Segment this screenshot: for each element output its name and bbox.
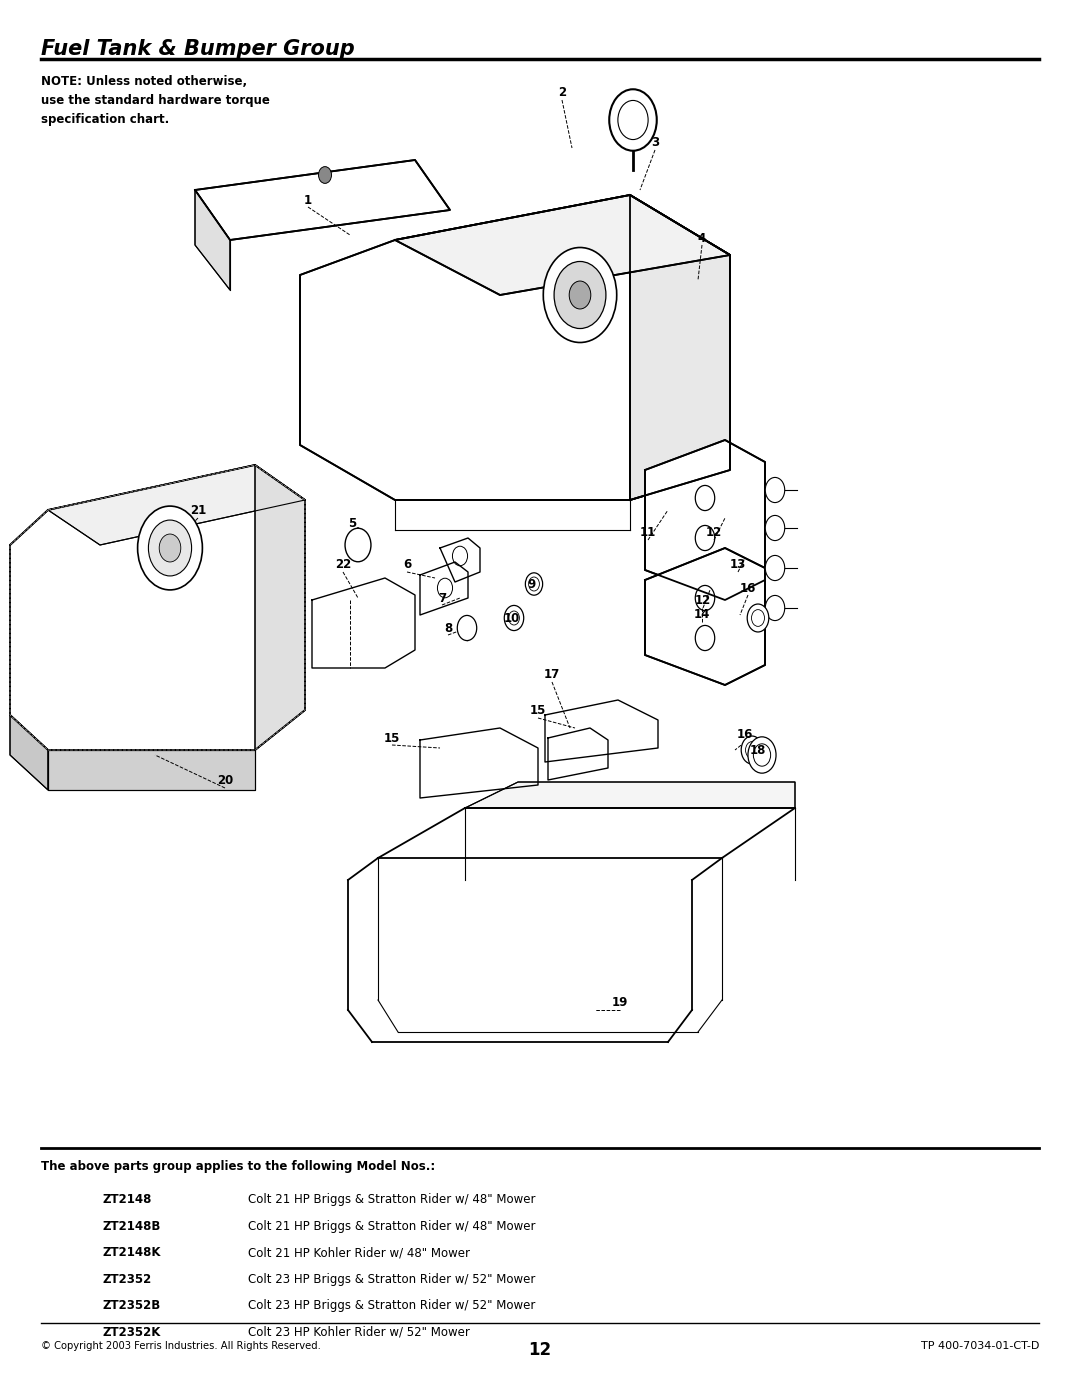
Text: Colt 23 HP Briggs & Stratton Rider w/ 52" Mower: Colt 23 HP Briggs & Stratton Rider w/ 52… xyxy=(248,1299,536,1312)
Circle shape xyxy=(554,261,606,328)
Text: 12: 12 xyxy=(528,1341,552,1359)
Polygon shape xyxy=(465,782,795,807)
Text: 10: 10 xyxy=(504,612,521,624)
Text: 2: 2 xyxy=(558,87,566,99)
Text: 18: 18 xyxy=(750,745,766,757)
Text: 6: 6 xyxy=(403,559,411,571)
Polygon shape xyxy=(645,440,765,599)
Text: 4: 4 xyxy=(698,232,706,244)
Text: 13: 13 xyxy=(730,559,746,571)
Circle shape xyxy=(319,166,332,183)
Circle shape xyxy=(137,506,202,590)
Text: The above parts group applies to the following Model Nos.:: The above parts group applies to the fol… xyxy=(41,1160,435,1172)
Circle shape xyxy=(748,736,777,773)
Circle shape xyxy=(747,604,769,631)
Text: 22: 22 xyxy=(335,559,351,571)
Polygon shape xyxy=(48,750,255,789)
Circle shape xyxy=(345,528,370,562)
Text: 19: 19 xyxy=(611,996,629,1010)
Text: 20: 20 xyxy=(217,774,233,788)
Text: 17: 17 xyxy=(544,669,561,682)
Circle shape xyxy=(525,573,542,595)
Text: ZT2352B: ZT2352B xyxy=(103,1299,161,1312)
Text: 15: 15 xyxy=(530,704,546,718)
Text: TP 400-7034-01-CT-D: TP 400-7034-01-CT-D xyxy=(920,1341,1039,1351)
Text: 8: 8 xyxy=(444,622,453,634)
Text: Colt 23 HP Kohler Rider w/ 52" Mower: Colt 23 HP Kohler Rider w/ 52" Mower xyxy=(248,1326,470,1338)
Polygon shape xyxy=(10,465,305,750)
Text: ZT2148: ZT2148 xyxy=(103,1193,152,1206)
Text: Colt 23 HP Briggs & Stratton Rider w/ 52" Mower: Colt 23 HP Briggs & Stratton Rider w/ 52… xyxy=(248,1273,536,1285)
Text: 11: 11 xyxy=(639,527,657,539)
Polygon shape xyxy=(300,196,730,500)
Text: Fuel Tank & Bumper Group: Fuel Tank & Bumper Group xyxy=(41,39,355,59)
Text: Colt 21 HP Kohler Rider w/ 48" Mower: Colt 21 HP Kohler Rider w/ 48" Mower xyxy=(248,1246,471,1259)
Text: ZT2148K: ZT2148K xyxy=(103,1246,161,1259)
Polygon shape xyxy=(10,715,48,789)
Polygon shape xyxy=(645,548,765,685)
Polygon shape xyxy=(195,161,450,240)
Text: NOTE: Unless noted otherwise,
use the standard hardware torque
specification cha: NOTE: Unless noted otherwise, use the st… xyxy=(41,75,270,127)
Circle shape xyxy=(159,534,180,562)
Text: 12: 12 xyxy=(706,527,723,539)
Polygon shape xyxy=(630,196,730,500)
Circle shape xyxy=(148,520,191,576)
Circle shape xyxy=(741,736,762,764)
Text: ZT2148B: ZT2148B xyxy=(103,1220,161,1232)
Circle shape xyxy=(569,281,591,309)
Text: 9: 9 xyxy=(528,578,536,591)
Circle shape xyxy=(766,556,785,581)
Text: 21: 21 xyxy=(190,504,206,517)
Text: ZT2352: ZT2352 xyxy=(103,1273,152,1285)
Text: 5: 5 xyxy=(348,517,356,529)
Text: 7: 7 xyxy=(437,591,446,605)
Circle shape xyxy=(543,247,617,342)
Polygon shape xyxy=(195,190,230,291)
Text: 3: 3 xyxy=(651,137,659,149)
Circle shape xyxy=(766,595,785,620)
Circle shape xyxy=(457,616,476,641)
Polygon shape xyxy=(255,465,305,750)
Circle shape xyxy=(766,478,785,503)
Circle shape xyxy=(504,605,524,630)
Circle shape xyxy=(609,89,657,151)
Text: 16: 16 xyxy=(740,581,756,595)
Text: Colt 21 HP Briggs & Stratton Rider w/ 48" Mower: Colt 21 HP Briggs & Stratton Rider w/ 48… xyxy=(248,1220,536,1232)
Polygon shape xyxy=(395,196,730,295)
Text: 14: 14 xyxy=(693,609,711,622)
Circle shape xyxy=(766,515,785,541)
Text: 1: 1 xyxy=(303,194,312,207)
Text: ZT2352K: ZT2352K xyxy=(103,1326,161,1338)
Text: Colt 21 HP Briggs & Stratton Rider w/ 48" Mower: Colt 21 HP Briggs & Stratton Rider w/ 48… xyxy=(248,1193,536,1206)
Text: © Copyright 2003 Ferris Industries. All Rights Reserved.: © Copyright 2003 Ferris Industries. All … xyxy=(41,1341,321,1351)
Polygon shape xyxy=(48,465,305,545)
Text: 15: 15 xyxy=(383,732,401,745)
Text: 12: 12 xyxy=(694,595,711,608)
Text: 16: 16 xyxy=(737,728,753,742)
